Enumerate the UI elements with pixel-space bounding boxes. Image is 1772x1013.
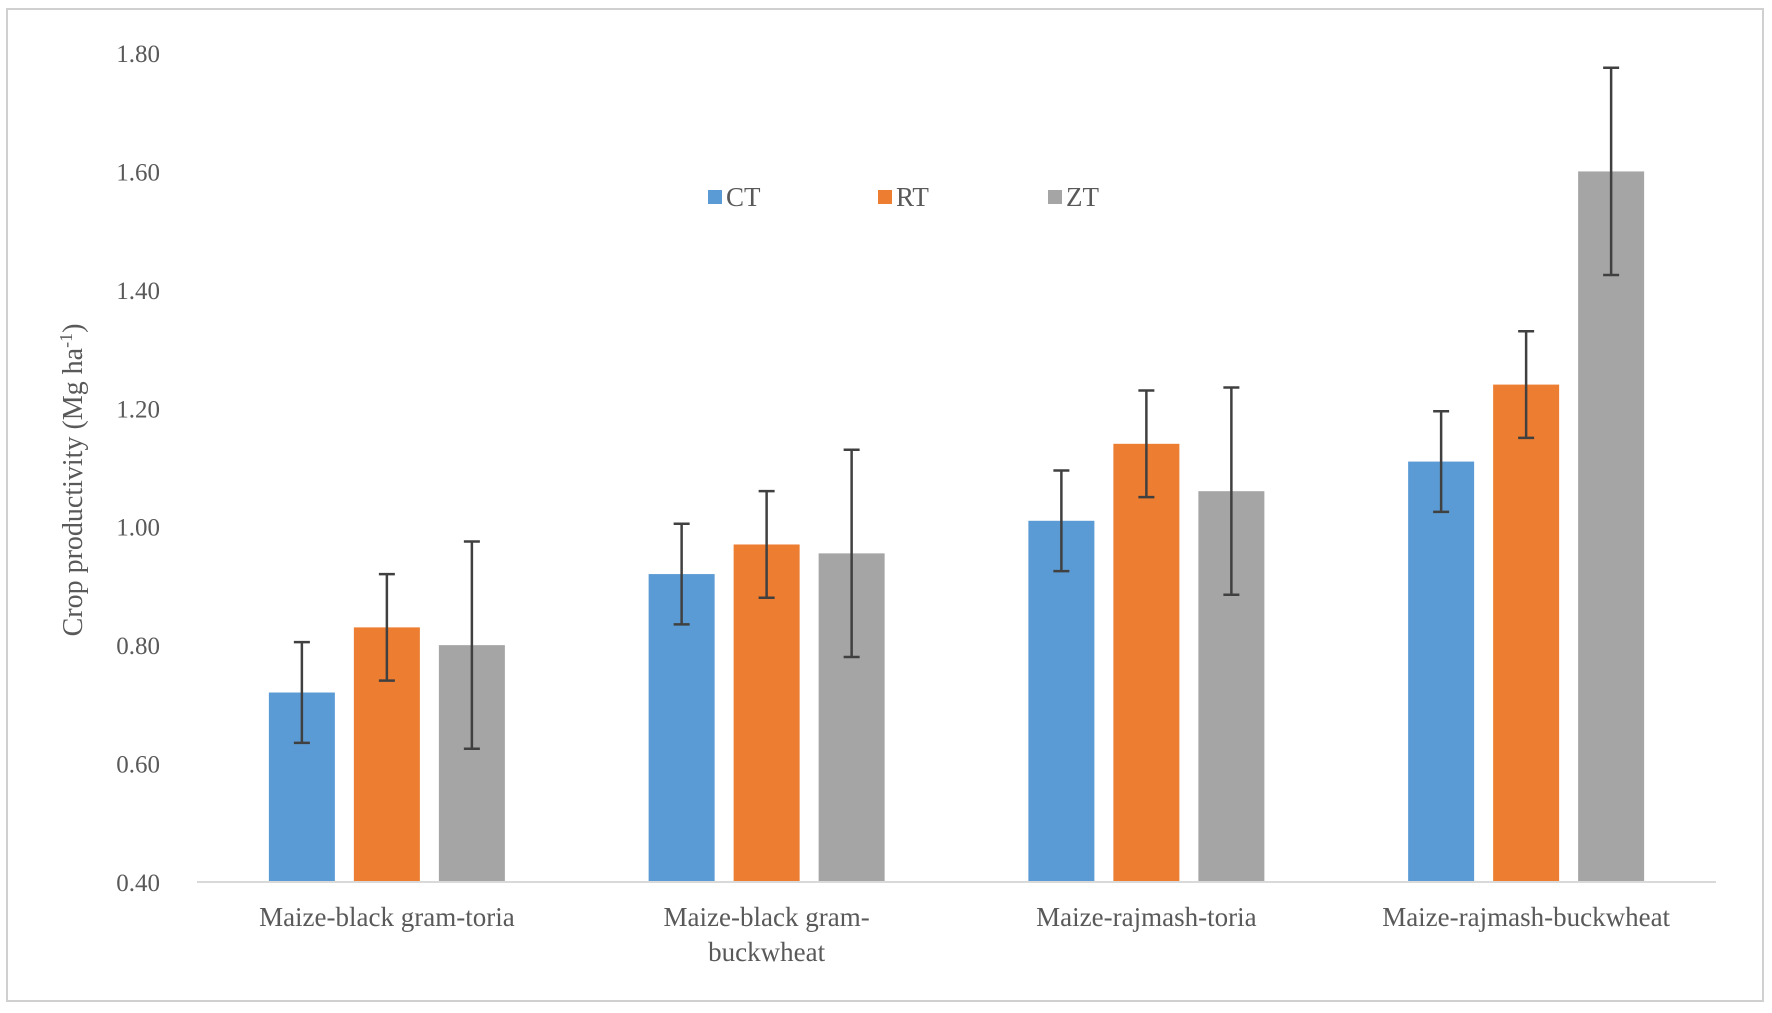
bar-rt-2 <box>1113 443 1180 882</box>
error-bars <box>293 66 1620 751</box>
y-tick-label: 0.40 <box>116 870 160 897</box>
x-category-label: Maize-rajmash-buckwheat <box>1382 902 1670 932</box>
bar-ct-3 <box>1408 461 1475 882</box>
bar-ct-2 <box>1028 520 1095 882</box>
y-tick-label: 1.60 <box>116 159 160 186</box>
y-axis-label: Crop productivity (Mg ha-1) <box>56 324 89 637</box>
y-tick-label: 0.80 <box>116 633 160 660</box>
legend-swatch-rt <box>878 190 892 204</box>
x-category-label: buckwheat <box>708 937 825 967</box>
y-tick-label: 1.20 <box>116 396 160 423</box>
legend-item-zt: ZT <box>1048 182 1099 212</box>
x-axis-categories: Maize-black gram-toria Maize-black gram-b… <box>259 902 1670 967</box>
legend-label-ct: CT <box>726 182 761 212</box>
y-tick-label: 1.80 <box>116 41 160 68</box>
error-bar-rt-0 <box>378 572 395 682</box>
x-category-label: Maize-rajmash-toria <box>1036 902 1256 932</box>
legend: CT RT ZT <box>708 182 1099 212</box>
error-bar-ct-0 <box>293 640 310 745</box>
bars <box>268 171 1645 882</box>
y-tick-label: 1.00 <box>116 515 160 542</box>
error-bar-ct-1 <box>673 522 690 626</box>
error-bar-zt-2 <box>1223 386 1240 597</box>
y-axis-ticks: 0.40 0.60 0.80 1.00 1.20 1.40 1.60 1.80 <box>116 41 160 897</box>
error-bar-ct-3 <box>1433 409 1450 514</box>
error-bar-zt-1 <box>843 448 860 659</box>
legend-label-rt: RT <box>896 182 929 212</box>
bar-rt-3 <box>1493 384 1560 882</box>
legend-swatch-zt <box>1048 190 1062 204</box>
bar-rt-1 <box>733 544 800 882</box>
x-category-label: Maize-black gram- <box>664 902 870 932</box>
legend-item-rt: RT <box>878 182 929 212</box>
x-category-label: Maize-black gram-toria <box>259 902 515 932</box>
error-bar-rt-3 <box>1518 330 1535 440</box>
y-tick-label: 1.40 <box>116 278 160 305</box>
legend-item-ct: CT <box>708 182 761 212</box>
error-bar-zt-0 <box>463 540 480 751</box>
legend-swatch-ct <box>708 190 722 204</box>
error-bar-rt-2 <box>1138 389 1155 499</box>
bar-zt-3 <box>1578 171 1645 882</box>
y-tick-label: 0.60 <box>116 752 160 779</box>
error-bar-ct-2 <box>1053 469 1070 573</box>
error-bar-rt-1 <box>758 489 775 600</box>
error-bar-zt-3 <box>1603 66 1620 277</box>
legend-label-zt: ZT <box>1066 182 1099 212</box>
